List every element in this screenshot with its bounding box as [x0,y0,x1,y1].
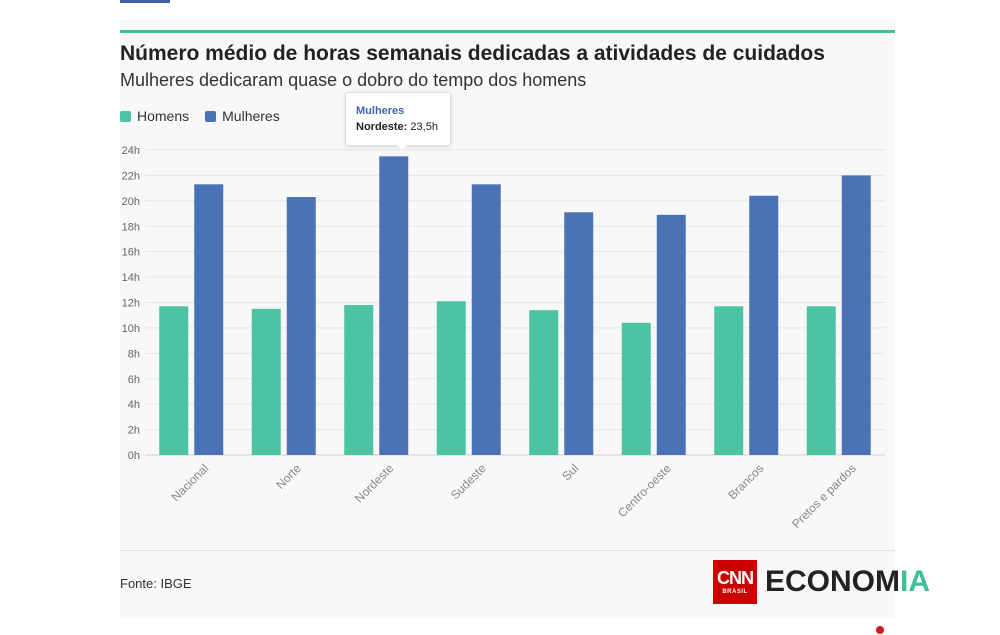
legend-item-homens[interactable]: Homens [120,108,189,124]
economia-accent: IA [900,565,930,598]
cnn-economia-logo[interactable]: CNN BRASIL ECONOMIA [713,559,930,605]
y-tick-label: 18h [122,221,140,233]
bar-mulheres [564,212,594,455]
legend-label-mulheres: Mulheres [222,108,280,124]
bar-homens [344,305,374,455]
x-tick-label: Norte [273,461,304,492]
x-tick-label: Nordeste [352,461,397,506]
x-tick-label: Brancos [725,461,766,502]
accent-line [120,30,895,33]
logo-cnn-text: CNN [717,568,754,588]
bar-homens [806,306,836,455]
bar-mulheres [194,184,224,455]
tooltip-series: Mulheres [356,105,405,117]
bar-homens [529,310,559,455]
bar-mulheres [656,214,686,455]
y-tick-label: 12h [122,298,140,310]
tooltip-arrow [395,143,409,150]
economia-wordmark: ECONOMIA [765,565,930,599]
footer-divider [120,550,895,551]
legend-item-mulheres[interactable]: Mulheres [205,108,280,124]
top-tab-indicator [120,0,170,3]
x-tick-label: Nacional [168,461,211,504]
bar-chart: 0h 2h 4h 6h 8h 10h 12h 14h 16h 18h 20h 22h 24h Nacion… [122,145,885,531]
x-tick-label: Centro-oeste [615,461,674,520]
y-tick-label: 24h [122,145,140,157]
economia-main: ECONOM [765,565,900,598]
y-tick-label: 22h [122,170,140,182]
tooltip-value: 23,5h [410,121,438,133]
bar-homens [159,306,189,455]
y-tick-label: 14h [122,272,140,284]
x-tick-label: Pretos e pardos [789,461,859,531]
y-tick-label: 20h [122,196,140,208]
y-tick-label: 6h [128,374,140,386]
cnn-brasil-logo: CNN BRASIL [713,560,757,604]
tooltip-category: Nordeste: [356,121,408,133]
source-text: Fonte: IBGE [120,576,192,591]
bar-mulheres [379,156,409,455]
bar-homens [251,308,281,455]
x-tick-label: Sul [559,461,581,483]
bar-mulheres [286,197,316,456]
bar-mulheres [471,184,501,455]
legend-label-homens: Homens [137,108,190,124]
logo-brasil-text: BRASIL [722,589,748,595]
y-tick-label: 8h [128,348,140,360]
legend-swatch-homens [120,110,131,122]
legend: Homens Mulheres [120,108,280,124]
bar-homens [621,322,651,455]
legend-swatch-mulheres [205,110,217,122]
y-tick-label: 4h [128,399,140,411]
y-tick-label: 2h [128,425,140,437]
y-tick-label: 0h [128,450,140,462]
corner-dot [876,626,884,634]
bar-homens [714,306,744,455]
chart-title: Número médio de horas semanais dedicadas… [120,42,825,65]
y-tick-label: 16h [122,247,140,259]
chart-card: Número médio de horas semanais dedicadas… [120,20,930,618]
tooltip-line: Nordeste: 23,5h [356,121,438,133]
x-tick-label: Sudeste [448,461,489,502]
bar-mulheres [841,175,871,455]
tooltip: Mulheres Nordeste: 23,5h [345,92,451,146]
chart-subtitle: Mulheres dedicaram quase o dobro do temp… [120,70,587,90]
bar-mulheres [749,195,779,455]
y-tick-label: 10h [122,323,140,335]
bar-homens [436,301,466,455]
